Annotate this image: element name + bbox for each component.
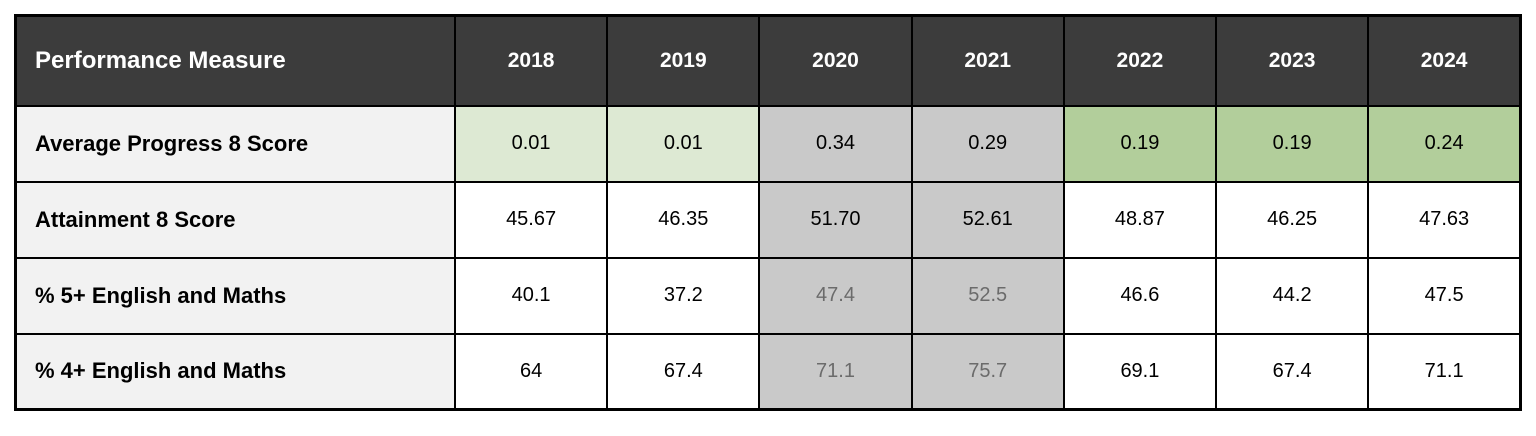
row-label: % 5+ English and Maths (14, 256, 456, 335)
value-cell: 47.5 (1367, 256, 1522, 335)
header-year-2019: 2019 (606, 14, 761, 107)
value-cell: 0.19 (1062, 104, 1218, 183)
table-row: Attainment 8 Score 45.67 46.35 51.70 52.61 48… (14, 180, 1522, 259)
value-cell: 40.1 (453, 256, 609, 335)
row-label: Attainment 8 Score (14, 180, 456, 259)
value-cell: 44.2 (1215, 256, 1370, 335)
value-cell: 46.25 (1215, 180, 1370, 259)
value-cell: 48.87 (1062, 180, 1218, 259)
value-cell: 71.1 (1367, 332, 1522, 411)
value-cell: 0.19 (1215, 104, 1370, 183)
header-year-2018: 2018 (453, 14, 609, 107)
value-cell: 47.63 (1367, 180, 1522, 259)
table-header: Performance Measure 2018 2019 2020 2021 2022… (14, 14, 1522, 107)
value-cell: 75.7 (910, 332, 1065, 411)
header-performance-measure: Performance Measure (14, 14, 456, 107)
value-cell: 67.4 (606, 332, 761, 411)
value-cell: 0.01 (453, 104, 609, 183)
row-label: % 4+ English and Maths (14, 332, 456, 411)
table-body: Average Progress 8 Score 0.01 0.01 0.34 0.29… (14, 104, 1522, 411)
value-cell: 45.67 (453, 180, 609, 259)
row-label: Average Progress 8 Score (14, 104, 456, 183)
header-year-2023: 2023 (1215, 14, 1370, 107)
value-cell: 37.2 (606, 256, 761, 335)
value-cell: 51.70 (758, 180, 913, 259)
value-cell: 0.24 (1367, 104, 1522, 183)
value-cell: 0.34 (758, 104, 913, 183)
table-row: % 5+ English and Maths 40.1 37.2 47.4 52.5 46… (14, 256, 1522, 335)
value-cell: 0.01 (606, 104, 761, 183)
value-cell: 64 (453, 332, 609, 411)
value-cell: 69.1 (1062, 332, 1218, 411)
performance-table: Performance Measure 2018 2019 2020 2021 2022… (14, 14, 1522, 411)
value-cell: 0.29 (910, 104, 1065, 183)
header-year-2021: 2021 (910, 14, 1065, 107)
value-cell: 47.4 (758, 256, 913, 335)
value-cell: 52.5 (910, 256, 1065, 335)
value-cell: 71.1 (758, 332, 913, 411)
header-year-2022: 2022 (1062, 14, 1218, 107)
table-row: % 4+ English and Maths 64 67.4 71.1 75.7 69.1… (14, 332, 1522, 411)
value-cell: 52.61 (910, 180, 1065, 259)
value-cell: 46.35 (606, 180, 761, 259)
header-row: Performance Measure 2018 2019 2020 2021 2022… (14, 14, 1522, 107)
table-row: Average Progress 8 Score 0.01 0.01 0.34 0.29… (14, 104, 1522, 183)
value-cell: 67.4 (1215, 332, 1370, 411)
value-cell: 46.6 (1062, 256, 1218, 335)
header-year-2020: 2020 (758, 14, 913, 107)
header-year-2024: 2024 (1367, 14, 1522, 107)
